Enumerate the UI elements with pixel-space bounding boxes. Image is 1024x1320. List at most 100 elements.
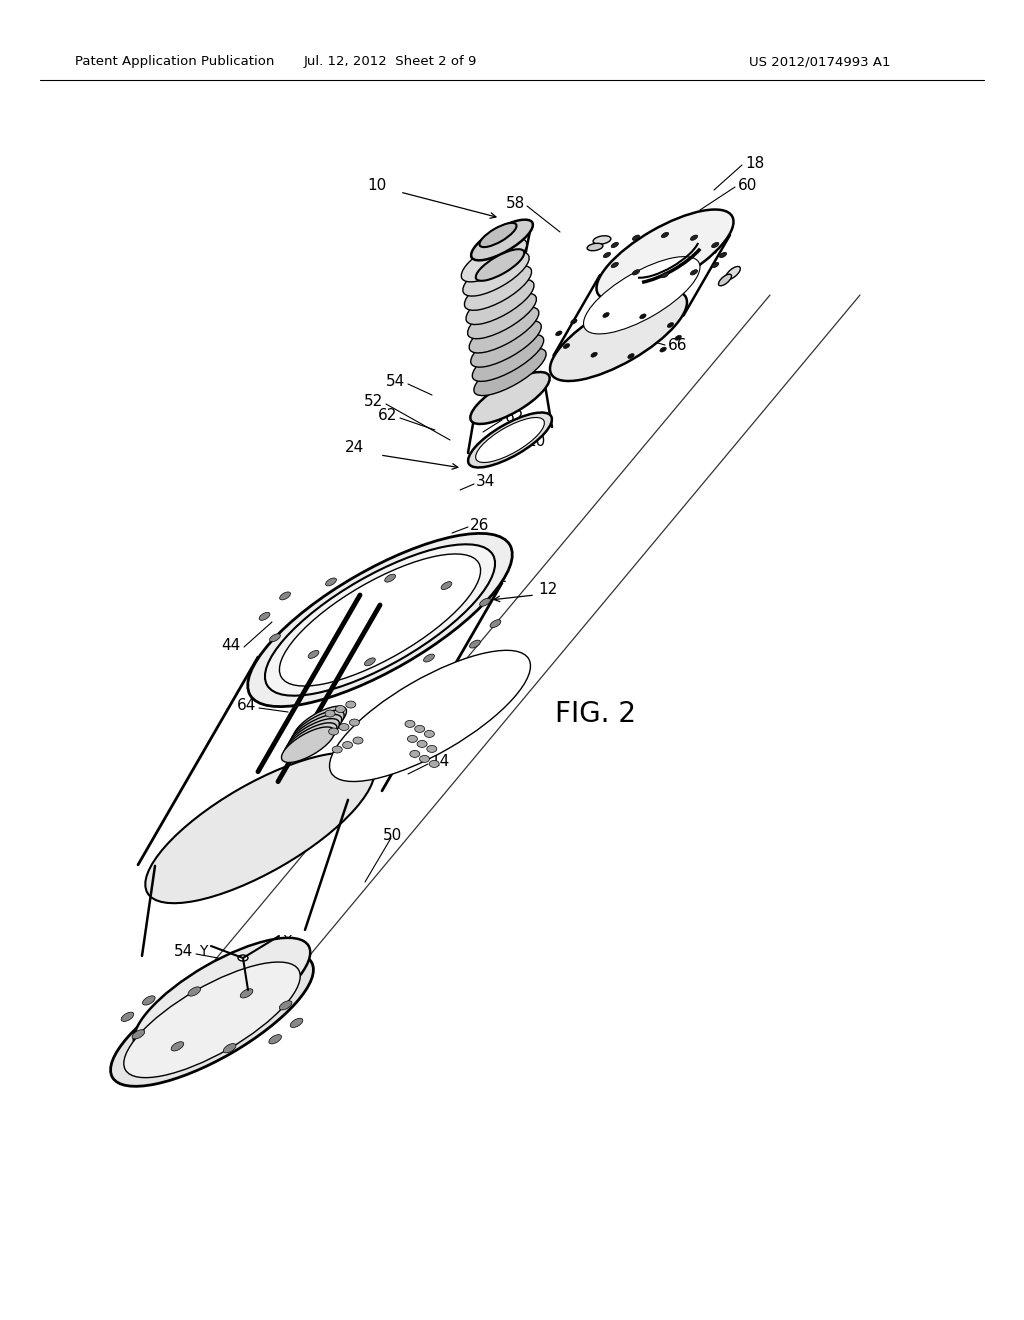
Ellipse shape: [326, 578, 337, 586]
Ellipse shape: [330, 651, 530, 781]
Ellipse shape: [339, 723, 349, 730]
Ellipse shape: [640, 314, 646, 319]
Text: Y: Y: [199, 944, 207, 958]
Text: Jul. 12, 2012  Sheet 2 of 9: Jul. 12, 2012 Sheet 2 of 9: [303, 55, 477, 69]
Ellipse shape: [628, 354, 634, 359]
Ellipse shape: [712, 263, 719, 268]
Ellipse shape: [726, 267, 740, 280]
Ellipse shape: [690, 269, 697, 275]
Text: 58: 58: [506, 197, 525, 211]
Ellipse shape: [265, 545, 495, 696]
Ellipse shape: [611, 263, 618, 268]
Ellipse shape: [325, 710, 335, 717]
Ellipse shape: [269, 1035, 282, 1044]
Ellipse shape: [611, 243, 618, 248]
Ellipse shape: [469, 308, 539, 352]
Ellipse shape: [269, 634, 281, 642]
Ellipse shape: [675, 335, 681, 341]
Ellipse shape: [463, 252, 529, 296]
Ellipse shape: [591, 352, 597, 358]
Ellipse shape: [471, 321, 542, 367]
Ellipse shape: [471, 219, 532, 260]
Ellipse shape: [346, 701, 355, 708]
Text: 10: 10: [368, 178, 387, 194]
Ellipse shape: [720, 252, 727, 257]
Ellipse shape: [479, 223, 516, 247]
Ellipse shape: [659, 347, 667, 352]
Ellipse shape: [289, 714, 342, 750]
Ellipse shape: [134, 937, 310, 1053]
Ellipse shape: [287, 718, 339, 754]
Ellipse shape: [468, 413, 552, 467]
Ellipse shape: [550, 290, 687, 381]
Ellipse shape: [427, 746, 437, 752]
Ellipse shape: [142, 995, 156, 1005]
Ellipse shape: [238, 954, 248, 961]
Ellipse shape: [662, 232, 669, 238]
Ellipse shape: [290, 1018, 303, 1027]
Ellipse shape: [584, 256, 700, 334]
Ellipse shape: [265, 545, 495, 696]
Ellipse shape: [284, 723, 337, 758]
Text: 52: 52: [364, 395, 383, 409]
Ellipse shape: [662, 272, 669, 277]
Ellipse shape: [294, 706, 346, 742]
Ellipse shape: [465, 265, 531, 310]
Text: 12: 12: [538, 582, 557, 598]
Ellipse shape: [420, 755, 429, 763]
Text: X: X: [283, 935, 293, 948]
Ellipse shape: [712, 243, 719, 248]
Text: 64: 64: [237, 698, 256, 714]
Text: 42: 42: [488, 570, 507, 586]
Ellipse shape: [121, 1012, 134, 1022]
Ellipse shape: [668, 322, 674, 327]
Text: 34: 34: [476, 474, 496, 490]
Ellipse shape: [593, 236, 611, 244]
Ellipse shape: [111, 953, 313, 1086]
Text: 58: 58: [700, 243, 719, 257]
Ellipse shape: [408, 735, 418, 742]
Ellipse shape: [429, 760, 439, 767]
Ellipse shape: [424, 655, 434, 663]
Text: 56: 56: [500, 368, 519, 384]
Ellipse shape: [188, 987, 201, 997]
Ellipse shape: [472, 334, 544, 381]
Ellipse shape: [474, 348, 546, 396]
Text: Z: Z: [242, 994, 251, 1008]
Ellipse shape: [241, 989, 253, 998]
Text: Patent Application Publication: Patent Application Publication: [75, 55, 274, 69]
Text: 66: 66: [668, 338, 687, 352]
Text: 60: 60: [738, 177, 758, 193]
Ellipse shape: [556, 331, 562, 335]
Text: 64: 64: [415, 713, 434, 727]
Text: 14: 14: [430, 755, 450, 770]
Ellipse shape: [470, 372, 550, 424]
Text: 44: 44: [222, 638, 241, 652]
Ellipse shape: [353, 737, 362, 744]
Ellipse shape: [280, 554, 480, 686]
Ellipse shape: [719, 275, 731, 286]
Ellipse shape: [475, 417, 545, 462]
Ellipse shape: [171, 1041, 183, 1051]
Text: 48: 48: [276, 660, 296, 676]
Text: 18: 18: [745, 156, 764, 170]
Ellipse shape: [410, 751, 420, 758]
Ellipse shape: [690, 235, 697, 240]
Ellipse shape: [248, 533, 512, 706]
Text: 46: 46: [440, 689, 460, 704]
Text: 54: 54: [174, 945, 193, 960]
Text: 40: 40: [274, 948, 293, 962]
Ellipse shape: [365, 657, 376, 665]
Ellipse shape: [124, 962, 300, 1077]
Text: 24: 24: [345, 441, 364, 455]
Ellipse shape: [349, 719, 359, 726]
Ellipse shape: [385, 574, 395, 582]
Ellipse shape: [603, 252, 610, 257]
Ellipse shape: [145, 752, 375, 903]
Ellipse shape: [424, 730, 434, 738]
Ellipse shape: [633, 269, 640, 275]
Text: 20: 20: [527, 434, 546, 450]
Ellipse shape: [282, 727, 335, 763]
Text: 54: 54: [386, 375, 406, 389]
Ellipse shape: [490, 619, 501, 627]
